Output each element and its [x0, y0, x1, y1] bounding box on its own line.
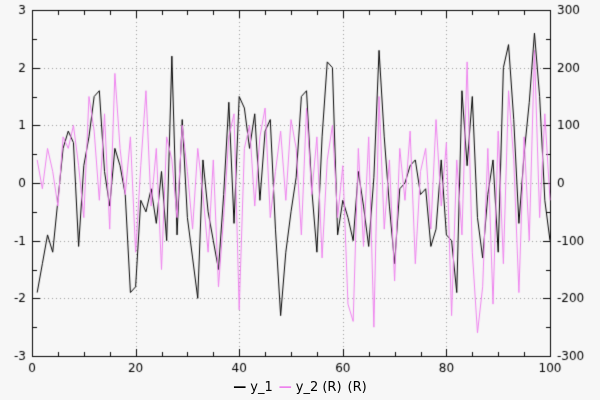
legend-label-y2: y_2 (R) [295, 379, 342, 395]
line-swatch-y1: — [233, 379, 247, 395]
chart-legend: — y_1 — y_2 (R) (R) [0, 374, 600, 400]
chart-canvas [0, 0, 600, 374]
legend-extra-label: (R) [347, 379, 367, 395]
legend-item-y2: — y_2 (R) [279, 380, 342, 395]
legend-item-y1: — y_1 [233, 380, 272, 395]
line-swatch-y2: — [278, 379, 292, 395]
legend-label-y1: y_1 [250, 379, 273, 395]
